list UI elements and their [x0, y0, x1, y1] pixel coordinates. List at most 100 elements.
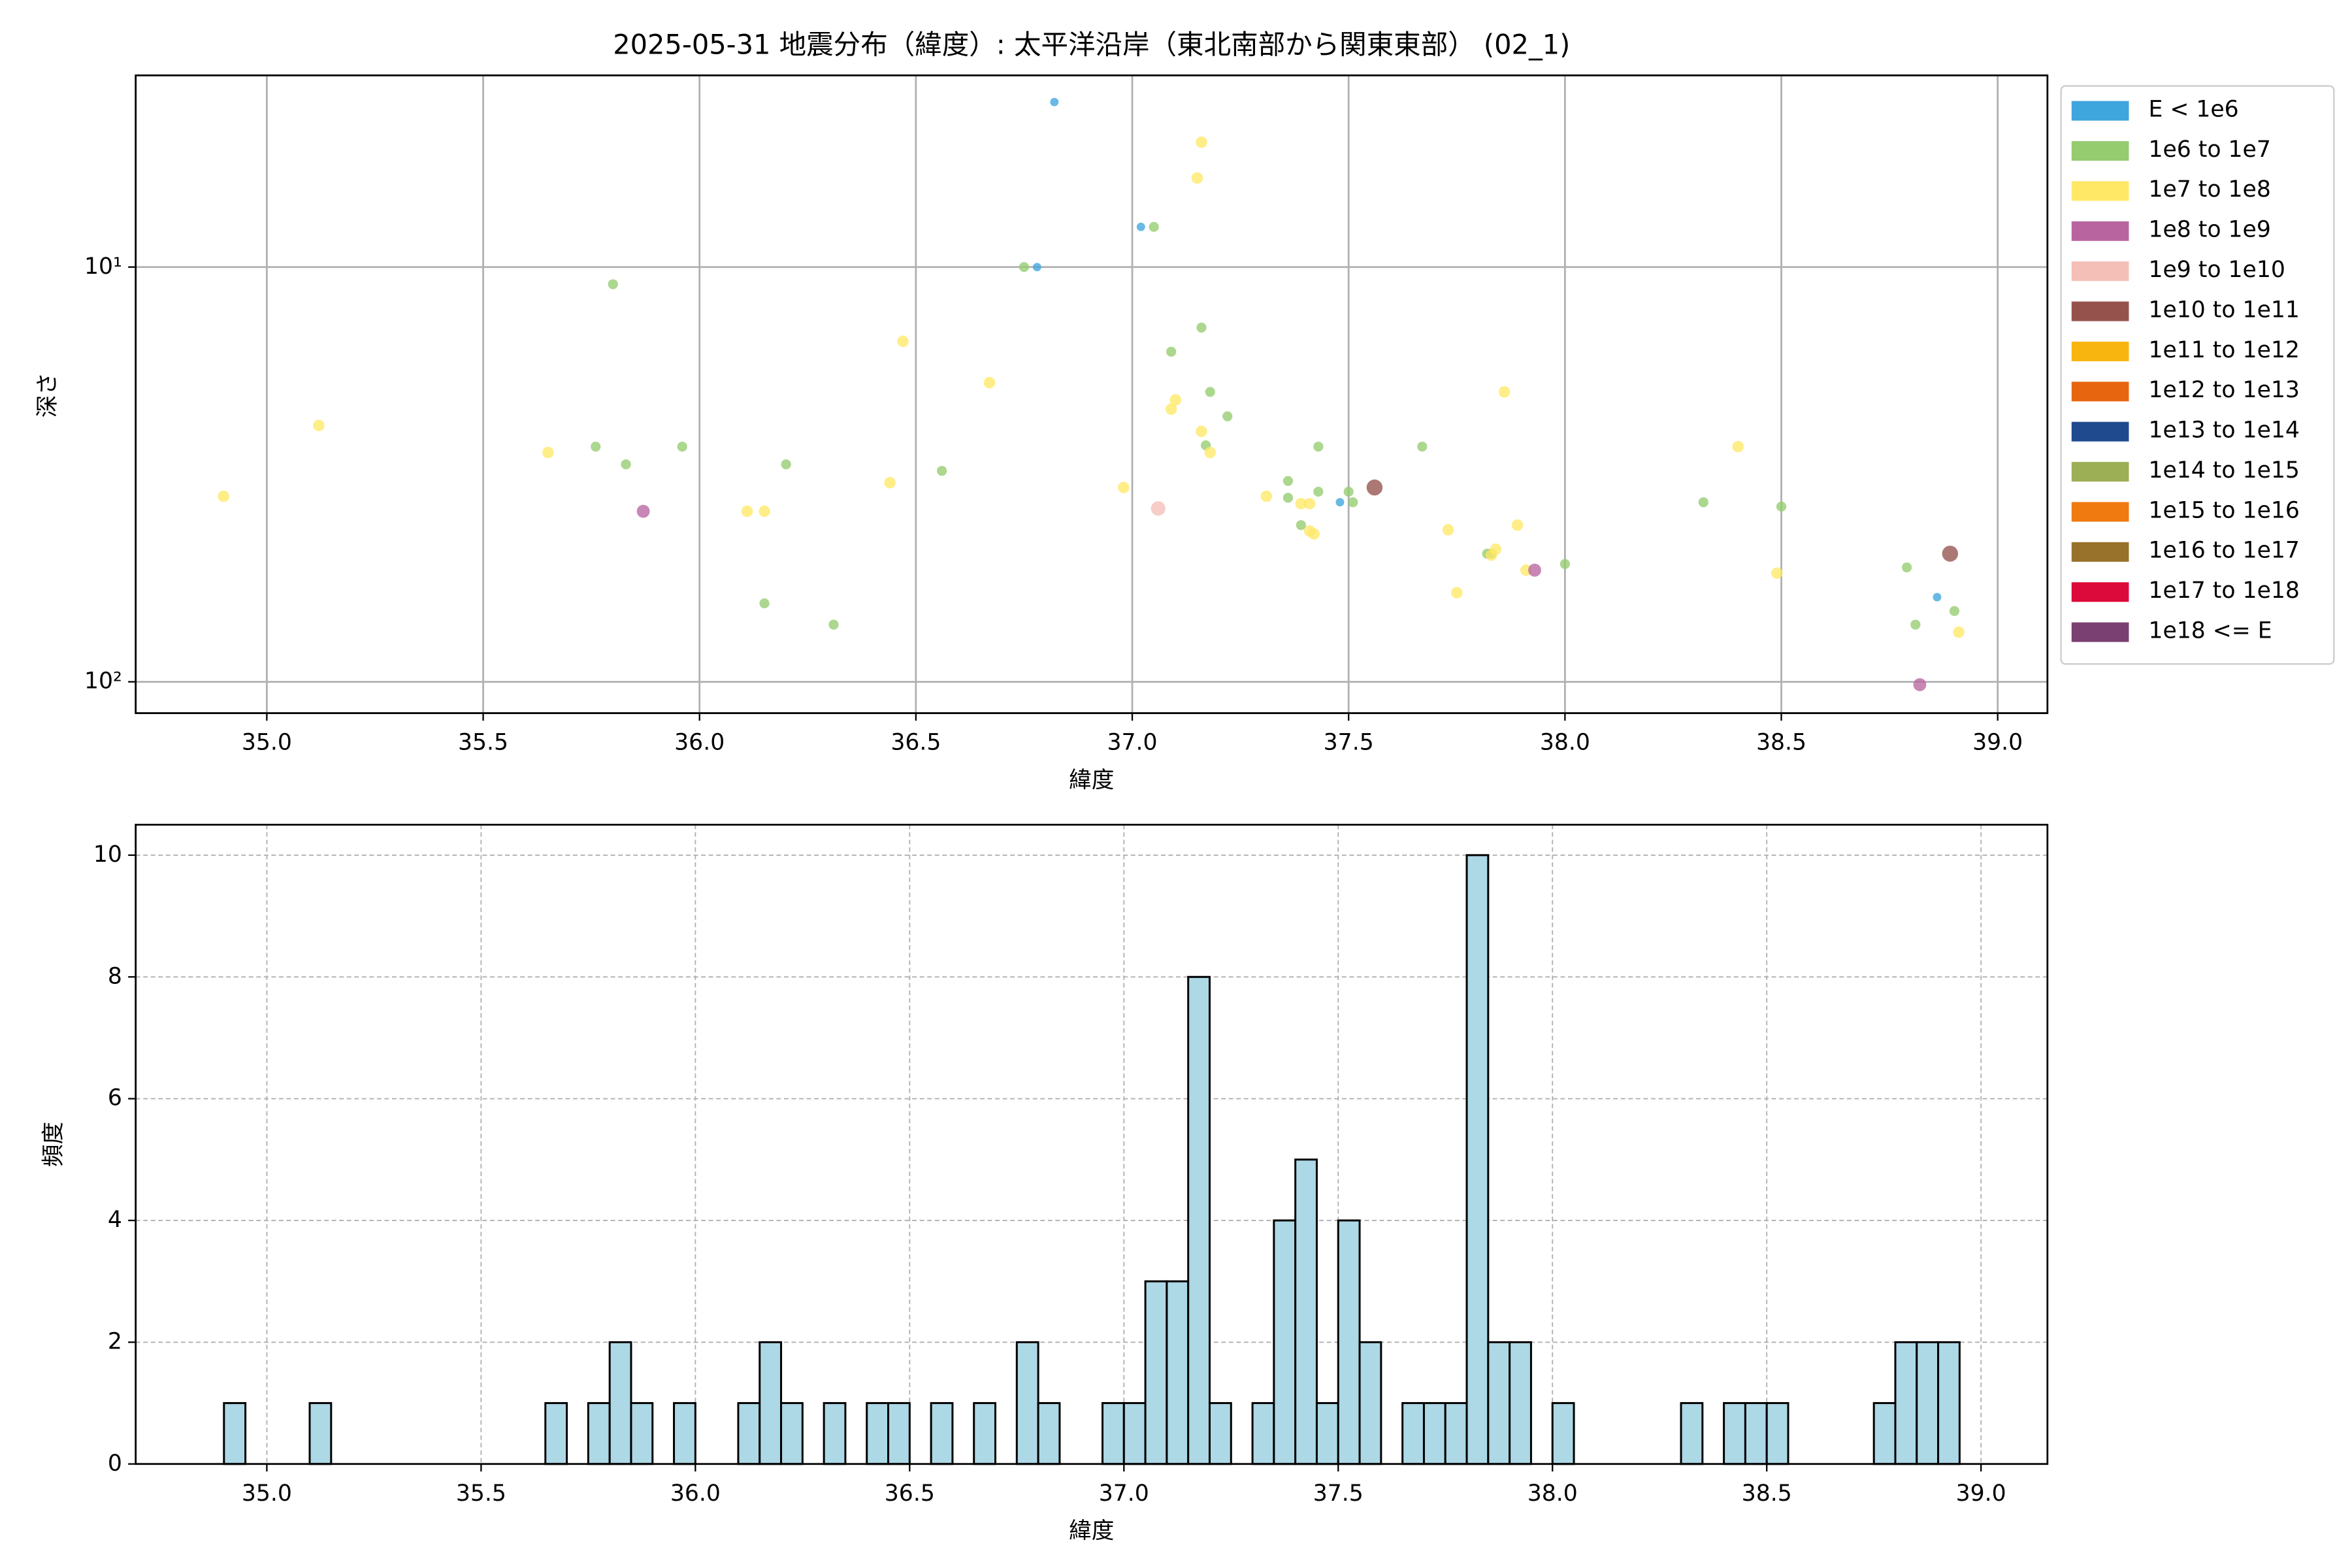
data-point	[1942, 546, 1959, 562]
y-tick-label: 2	[108, 1328, 122, 1354]
histogram-bar	[1144, 1280, 1168, 1465]
legend-label: 1e6 to 1e7	[2148, 137, 2270, 163]
data-point	[1776, 501, 1787, 512]
y-tick-label: 6	[108, 1085, 122, 1111]
y-tick-label: 4	[108, 1207, 122, 1233]
x-tick-label: 39.0	[1972, 730, 2023, 756]
data-point	[1313, 486, 1324, 497]
x-tick-label: 38.0	[1527, 1480, 1578, 1507]
x-tick-label: 37.5	[1313, 1480, 1364, 1507]
histogram-bar	[887, 1402, 911, 1465]
histogram-bar	[1166, 1280, 1190, 1465]
data-point	[1953, 626, 1965, 638]
data-point	[1528, 563, 1541, 577]
x-tick-label: 38.5	[1742, 1480, 1792, 1507]
x-tick-label: 35.0	[242, 1480, 292, 1507]
data-point	[1196, 136, 1207, 148]
data-point	[1933, 593, 1942, 602]
histogram-bar	[866, 1402, 890, 1465]
data-point	[621, 459, 631, 470]
x-tick-label: 36.5	[885, 1480, 935, 1507]
legend-label: 1e9 to 1e10	[2148, 257, 2285, 283]
y-axis-label: 深さ	[35, 372, 61, 417]
legend-swatch	[2071, 542, 2129, 562]
legend-swatch	[2071, 301, 2129, 321]
legend-label: E < 1e6	[2148, 96, 2238, 122]
data-point	[1282, 493, 1294, 503]
y-tick-label: 10²	[84, 668, 122, 694]
plot-frame	[135, 74, 2049, 714]
data-point	[1366, 479, 1383, 496]
legend-swatch	[2071, 622, 2129, 642]
x-tick-label: 38.0	[1540, 730, 1590, 756]
data-point	[1451, 587, 1463, 599]
histogram-bar	[1465, 854, 1490, 1465]
histogram-bar	[737, 1402, 761, 1465]
histogram-bar	[1294, 1158, 1318, 1465]
data-point	[1771, 567, 1783, 580]
x-tick-label: 36.0	[674, 730, 725, 756]
data-point	[1913, 678, 1927, 691]
histogram-bar	[1101, 1402, 1125, 1465]
histogram-bar	[1916, 1341, 1940, 1465]
histogram-bar	[1251, 1402, 1275, 1465]
histogram-bar	[1723, 1402, 1746, 1465]
data-point	[1151, 501, 1166, 516]
data-point	[1118, 482, 1130, 493]
legend-label: 1e16 to 1e17	[2148, 538, 2299, 564]
histogram-bar	[1444, 1402, 1468, 1465]
data-point	[1442, 524, 1454, 536]
legend-label: 1e15 to 1e16	[2148, 497, 2299, 523]
data-point	[1417, 442, 1428, 452]
legend-swatch	[2071, 141, 2129, 161]
x-tick-label: 37.5	[1324, 730, 1374, 756]
x-tick-label: 35.0	[242, 730, 292, 756]
data-point	[1335, 498, 1345, 507]
data-point	[1560, 559, 1570, 569]
x-tick-label: 37.0	[1107, 730, 1157, 756]
histogram-bar	[1422, 1402, 1446, 1465]
data-point	[1204, 446, 1217, 459]
data-point	[1949, 606, 1960, 616]
histogram-bar	[544, 1402, 568, 1465]
legend-box	[2060, 85, 2335, 665]
data-point	[1196, 425, 1207, 438]
data-point	[884, 476, 896, 489]
histogram-bar	[1487, 1341, 1511, 1465]
data-point	[1050, 97, 1059, 106]
histogram-bar	[973, 1402, 997, 1465]
histogram-bar	[1315, 1402, 1339, 1465]
data-point	[1485, 549, 1497, 561]
legend-label: 1e8 to 1e9	[2148, 217, 2270, 243]
data-point	[1165, 403, 1177, 415]
histogram-bar	[780, 1402, 804, 1465]
data-point	[1032, 263, 1041, 272]
x-axis-label: 緯度	[1069, 767, 1114, 793]
histogram-bar	[1015, 1341, 1039, 1465]
data-point	[759, 505, 770, 517]
legend-swatch	[2071, 582, 2129, 602]
legend-label: 1e12 to 1e13	[2148, 377, 2299, 403]
histogram-bar	[1894, 1341, 1918, 1465]
data-point	[897, 335, 909, 348]
data-point	[983, 376, 996, 389]
histogram-bar	[1358, 1341, 1382, 1465]
histogram-bar	[1937, 1341, 1961, 1465]
data-point	[591, 442, 601, 452]
data-point	[1019, 262, 1030, 272]
histogram-bar	[587, 1402, 611, 1465]
data-point	[1136, 222, 1145, 231]
data-point	[313, 419, 325, 432]
data-point	[1149, 221, 1159, 232]
y-tick-label: 8	[108, 963, 122, 989]
histogram-bar	[1551, 1402, 1575, 1465]
histogram-bar	[308, 1402, 333, 1465]
legend-swatch	[2071, 221, 2129, 241]
data-point	[1511, 519, 1524, 531]
histogram-bar	[759, 1341, 783, 1465]
x-tick-label: 35.5	[456, 1480, 506, 1507]
x-tick-label: 36.5	[890, 730, 941, 756]
x-tick-label: 38.5	[1756, 730, 1806, 756]
legend-label: 1e18 <= E	[2148, 617, 2272, 644]
x-tick-label: 37.0	[1099, 1480, 1149, 1507]
